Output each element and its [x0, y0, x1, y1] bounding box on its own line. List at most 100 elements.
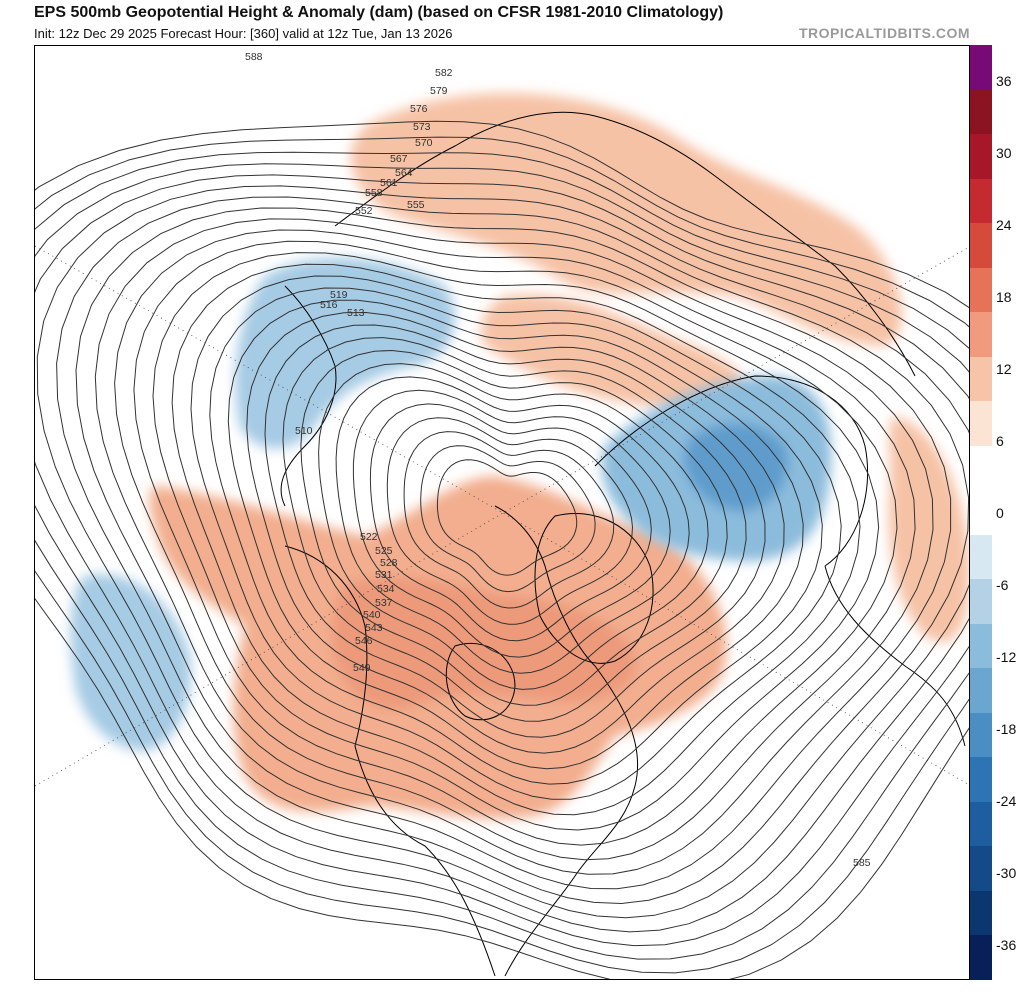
contour-label: 552: [355, 205, 373, 217]
height-contour: [114, 229, 916, 861]
colorbar-segment: [970, 490, 992, 536]
colorbar-tick-label: -24: [996, 793, 1017, 809]
height-contour: [152, 252, 880, 831]
contour-label: 582: [435, 67, 453, 79]
colorbar-segment: [970, 134, 992, 180]
height-contour: [35, 136, 969, 974]
colorbar-segment: [970, 712, 992, 758]
colorbar-tick-label: 30: [996, 145, 1012, 161]
colorbar-tick-label: 6: [996, 433, 1004, 449]
colorbar-segment: [970, 668, 992, 714]
colorbar-segment: [970, 890, 992, 936]
graticule: [35, 245, 969, 787]
colorbar-tick-label: 12: [996, 361, 1012, 377]
colorbar-segment: [970, 935, 992, 981]
colorbar-segment: [970, 401, 992, 447]
contour-label: 537: [375, 597, 393, 609]
colorbar-tick-label: -12: [996, 649, 1017, 665]
contour-label: 519: [330, 289, 348, 301]
height-contour: [133, 240, 898, 846]
contour-label: 525: [375, 545, 393, 557]
height-contour: [94, 218, 934, 875]
map-panel: 588 582 579 576 573 570 567 564 561 558 555 552 549 5…: [34, 45, 970, 980]
negative-anomaly-pacific: [70, 574, 191, 751]
contour-label: 564: [395, 167, 413, 179]
height-contour: [35, 174, 969, 933]
height-contour: [420, 445, 596, 593]
contour-label: 516: [320, 299, 338, 311]
positive-anomaly-siberia: [350, 93, 902, 346]
colorbar-segment: [970, 801, 992, 847]
chart-subtitle: Init: 12z Dec 29 2025 Forecast Hour: [36…: [34, 26, 453, 41]
height-contour: [75, 207, 952, 890]
height-contour: [352, 389, 671, 658]
colorbar-tick-label: 36: [996, 73, 1012, 89]
colorbar-segment: [970, 846, 992, 892]
colorbar-segment: [970, 267, 992, 313]
contour-label: 528: [380, 557, 398, 569]
contour-label: 531: [375, 569, 393, 581]
contour-label: 567: [390, 153, 408, 165]
colorbar-tick-label: 24: [996, 217, 1012, 233]
contour-label: 573: [413, 121, 431, 133]
negative-anomaly-scandinavia-core: [684, 423, 788, 511]
contour-label: 558: [365, 187, 383, 199]
height-contour: [35, 163, 969, 947]
colorbar-segment: [970, 89, 992, 135]
colorbar-segment: [970, 579, 992, 625]
contour-label: 510: [295, 425, 313, 437]
height-contour: [436, 459, 578, 576]
colorbar-tick-label: -30: [996, 865, 1017, 881]
anomaly-shading: [70, 93, 969, 819]
colorbar-tick-label: 18: [996, 289, 1012, 305]
brand-watermark: TROPICALTIDBITS.COM: [798, 25, 970, 41]
coastline-north-america: [284, 505, 639, 977]
colorbar-segment: [970, 45, 992, 91]
height-contour: [227, 299, 804, 770]
height-contour: [171, 263, 861, 816]
contour-label: 534: [377, 583, 395, 595]
height-contour: [369, 403, 652, 642]
colorbar-segment: [970, 757, 992, 803]
contour-label: 540: [363, 609, 381, 621]
negative-anomaly-alaska: [235, 257, 455, 449]
contour-label: 579: [430, 85, 448, 97]
height-contour: [190, 275, 842, 800]
height-contour: [56, 196, 969, 905]
colorbar-segment: [970, 445, 992, 491]
height-contour: [35, 151, 969, 960]
contour-label: 543: [365, 622, 383, 634]
colorbar-segment: [970, 356, 992, 402]
height-contour: [300, 349, 728, 706]
coastline-alaska: [280, 285, 337, 507]
chart-title: EPS 500mb Geopotential Height & Anomaly …: [34, 4, 724, 21]
height-contour: [209, 287, 823, 785]
height-contour: [264, 324, 766, 738]
contour-label: 570: [415, 137, 433, 149]
contour-label: 522: [360, 531, 378, 543]
height-contours: [35, 120, 969, 979]
contour-label: 513: [347, 307, 365, 319]
contour-label: 576: [410, 103, 428, 115]
height-contour: [386, 417, 634, 625]
colorbar-segment: [970, 223, 992, 269]
height-contour: [403, 431, 615, 609]
coastline-hudson-bay: [445, 642, 516, 721]
anomaly-colorbar: [970, 45, 992, 981]
colorbar-tick-label: -18: [996, 721, 1017, 737]
colorbar-segment: [970, 534, 992, 580]
contour-label: 555: [407, 199, 425, 211]
colorbar-segment: [970, 623, 992, 669]
positive-anomaly-europe: [888, 416, 969, 642]
height-contour: [318, 363, 709, 690]
colorbar-segment: [970, 178, 992, 224]
height-contour: [35, 120, 969, 979]
contour-label: 549: [353, 662, 371, 674]
coastline-asia: [334, 111, 916, 377]
height-contour: [282, 337, 747, 722]
contour-label: 588: [245, 51, 263, 63]
contour-label: 546: [355, 635, 373, 647]
height-contour: [246, 311, 785, 754]
